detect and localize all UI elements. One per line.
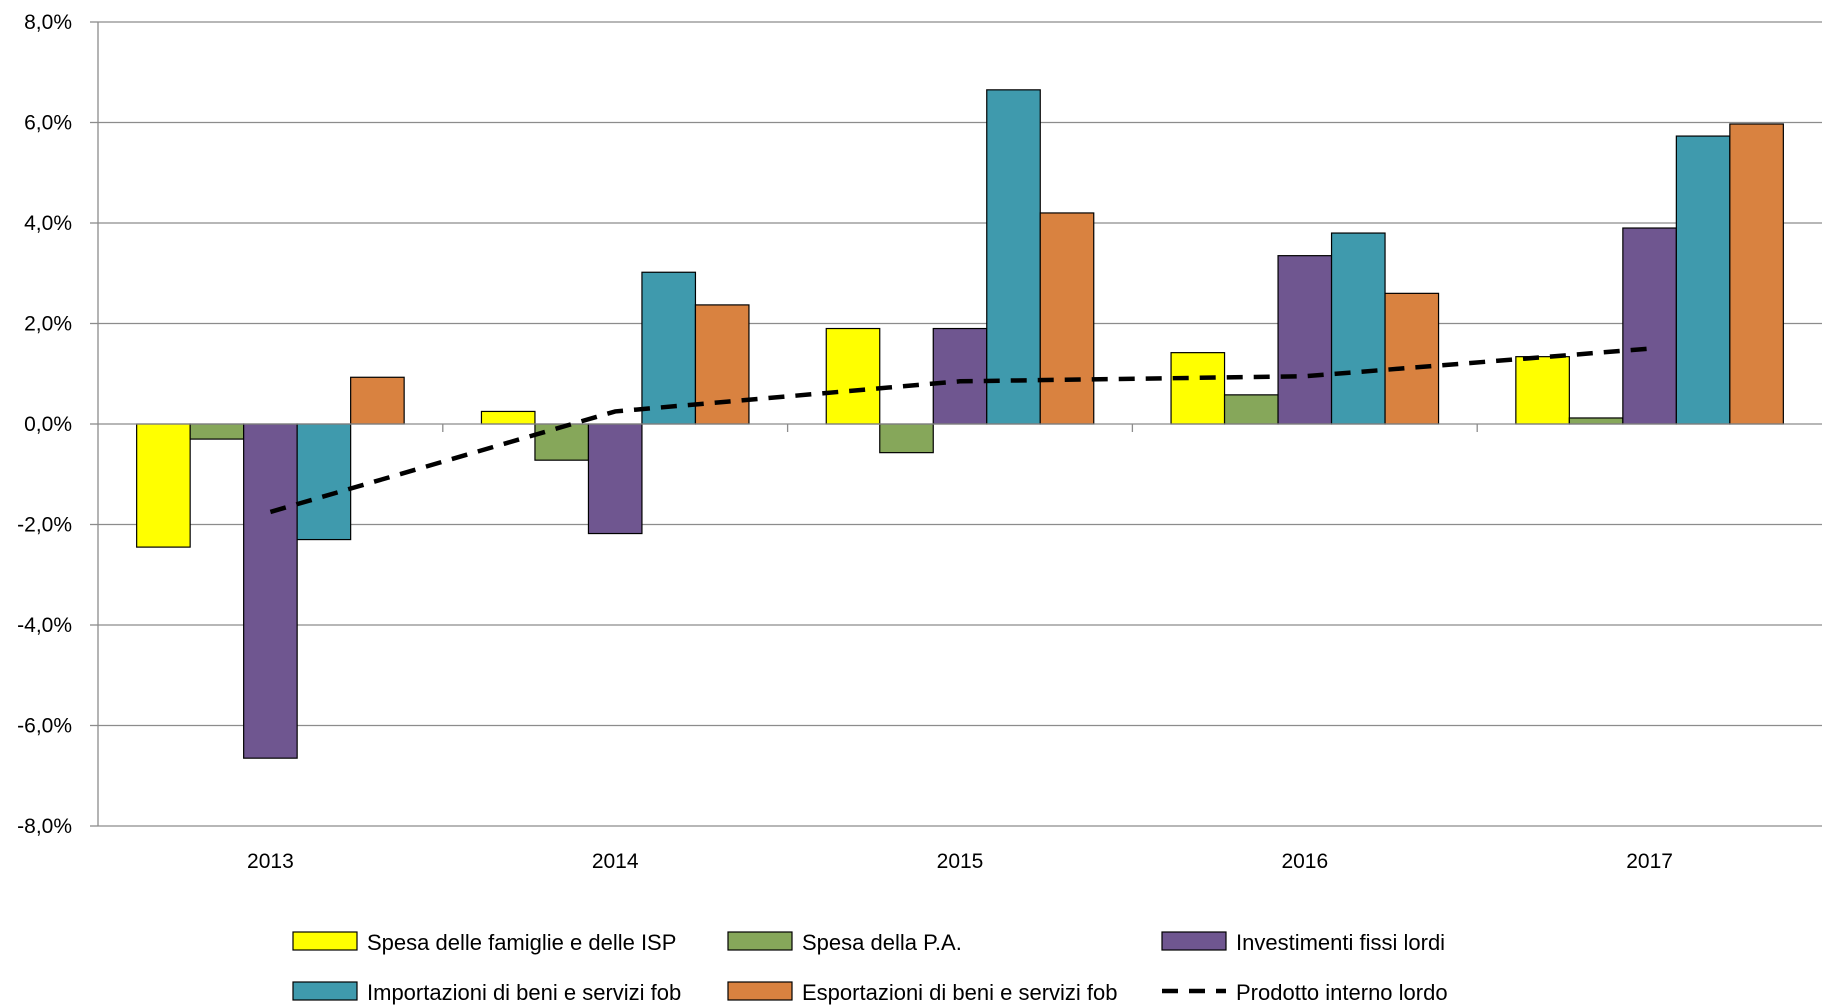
gridlines: [90, 21, 1822, 827]
bars: [136, 89, 1784, 759]
bar: [1384, 292, 1440, 425]
bar: [1729, 123, 1784, 425]
bar: [1277, 255, 1333, 425]
bar: [1039, 212, 1095, 425]
bar: [1330, 232, 1386, 425]
y-axis-tick-labels: 8,0% 6,0% 4,0% 2,0% 0,0% -2,0% -4,0% -6,0% -8,0%: [17, 11, 72, 838]
legend-label: Spesa delle famiglie e delle ISP: [367, 930, 676, 955]
x-tick-label: 2013: [247, 850, 294, 873]
legend-item: Importazioni di beni e servizi fob: [292, 980, 681, 1005]
bar: [480, 410, 536, 425]
legend-swatch: [1161, 931, 1227, 951]
bar: [296, 423, 352, 541]
legend-swatch: [727, 931, 793, 951]
y-tick-label: 4,0%: [24, 212, 72, 235]
y-tick-label: 2,0%: [24, 313, 72, 336]
legend-label: Investimenti fissi lordi: [1236, 930, 1445, 955]
legend-item: Prodotto interno lordo: [1162, 980, 1448, 1005]
legend-item: Spesa delle famiglie e delle ISP: [292, 930, 676, 955]
bar: [1170, 352, 1226, 425]
x-tick-label: 2015: [937, 850, 984, 873]
legend-swatch: [292, 981, 358, 1001]
line-series-path: [269, 346, 1650, 515]
legend-item: Investimenti fissi lordi: [1161, 930, 1445, 955]
x-axis-tick-labels: 2013 2014 2015 2016 2017: [247, 424, 1673, 873]
bar: [694, 304, 750, 425]
bar: [1515, 356, 1570, 425]
bar: [350, 376, 405, 425]
bar: [879, 423, 934, 454]
y-tick-label: -6,0%: [17, 715, 72, 738]
bar: [641, 271, 697, 425]
legend-label: Spesa della P.A.: [802, 930, 962, 955]
y-tick-label: -2,0%: [17, 514, 72, 537]
line-series: [269, 346, 1650, 515]
legend-item: Esportazioni di beni e servizi fob: [727, 980, 1118, 1005]
legend-item: Spesa della P.A.: [727, 930, 962, 955]
bar: [534, 423, 590, 461]
bar: [1622, 227, 1677, 425]
bar: [1568, 417, 1624, 425]
bar: [986, 89, 1041, 425]
legend-swatch: [727, 981, 793, 1001]
y-tick-label: 8,0%: [24, 11, 72, 34]
legend-label: Importazioni di beni e servizi fob: [367, 980, 681, 1005]
y-tick-label: 6,0%: [24, 112, 72, 135]
x-tick-label: 2017: [1626, 850, 1673, 873]
y-tick-label: -4,0%: [17, 614, 72, 637]
y-tick-label: 0,0%: [24, 413, 72, 436]
legend: Spesa delle famiglie e delle ISP Spesa de…: [292, 930, 1448, 1005]
bar: [932, 327, 988, 425]
x-tick-label: 2016: [1281, 850, 1328, 873]
bar: [1675, 135, 1731, 425]
y-tick-label: -8,0%: [17, 815, 72, 838]
bar: [136, 423, 191, 548]
legend-label: Prodotto interno lordo: [1236, 980, 1448, 1005]
bar: [587, 423, 643, 535]
legend-label: Esportazioni di beni e servizi fob: [802, 980, 1118, 1005]
bar: [189, 423, 245, 440]
x-tick-label: 2014: [592, 850, 639, 873]
bar: [1223, 394, 1279, 425]
bar: [243, 423, 298, 759]
bar: [825, 327, 881, 425]
legend-swatch: [292, 931, 358, 951]
